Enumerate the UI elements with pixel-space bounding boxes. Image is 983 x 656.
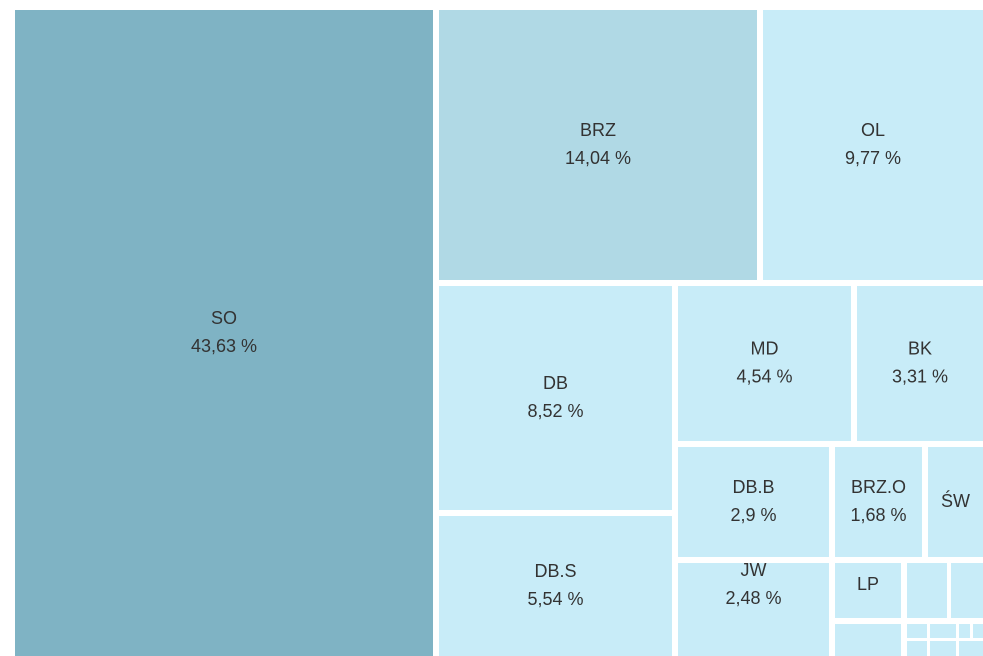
cell-value: 43,63 % (191, 336, 257, 356)
cell-label: DB.S (534, 561, 576, 581)
cell-label: ŚW (941, 490, 970, 511)
cell-value: 9,77 % (845, 148, 901, 168)
cell-value: 4,54 % (736, 366, 792, 386)
cell-value: 2,9 % (730, 505, 776, 525)
cell (959, 641, 983, 656)
cell (857, 286, 983, 441)
cell-label: BRZ.O (851, 477, 906, 497)
cell (930, 624, 956, 638)
cell-label: BK (908, 338, 932, 358)
cell (15, 10, 433, 656)
cell (928, 447, 983, 557)
cell (439, 10, 757, 280)
cell (835, 563, 901, 618)
cell (907, 641, 927, 656)
cell-label: DB.B (732, 477, 774, 497)
small-cells (835, 563, 983, 656)
cell-label: DB (543, 373, 568, 393)
cell-label: OL (861, 120, 885, 140)
cell (678, 563, 829, 656)
cell (439, 516, 672, 656)
cell (907, 563, 947, 618)
cell (678, 447, 829, 557)
cell-value: 3,31 % (892, 366, 948, 386)
cell-value: 14,04 % (565, 148, 631, 168)
cell-value: 2,48 % (725, 588, 781, 608)
cell (439, 286, 672, 510)
cell (763, 10, 983, 280)
cell-label: JW (741, 560, 767, 580)
cell-label: MD (751, 338, 779, 358)
cell-label: BRZ (580, 120, 616, 140)
cell (907, 624, 927, 638)
cell (678, 286, 851, 441)
cell-value: 1,68 % (850, 505, 906, 525)
cell (835, 624, 901, 656)
cell-label: LP (857, 574, 879, 594)
cell (835, 447, 922, 557)
cell (973, 624, 983, 638)
cell-value: 5,54 % (527, 589, 583, 609)
cell (959, 624, 970, 638)
cell-value: 8,52 % (527, 401, 583, 421)
cell (951, 563, 983, 618)
cell-label: SO (211, 308, 237, 328)
cell (930, 641, 956, 656)
